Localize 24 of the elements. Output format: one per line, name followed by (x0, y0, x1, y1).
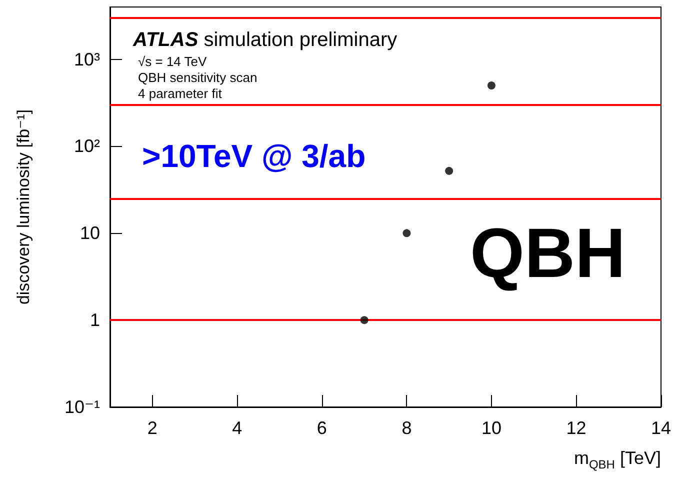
annotation: 4 parameter fit (138, 86, 222, 101)
y-tick-label: 10⁻¹ (64, 397, 100, 417)
y-tick-label: 1 (90, 310, 100, 330)
x-tick-label: 6 (316, 418, 327, 438)
annotation: ATLAS simulation preliminary (132, 29, 398, 51)
point (445, 166, 454, 175)
x-axis-title: m$_{QBH}$ [TeV] (574, 448, 661, 472)
y-axis-title: discovery luminosity [fb⁻¹] (14, 109, 33, 305)
y-tick-label: 10² (74, 136, 100, 156)
x-tick-label: 2 (147, 418, 158, 438)
annotation: QBH sensitivity scan (138, 70, 258, 85)
y-tick-label: 10³ (74, 49, 100, 70)
x-tick-label: 10 (481, 418, 502, 438)
x-tick-label: 12 (566, 418, 586, 438)
point (487, 81, 496, 90)
annotation: √s = 14 TeV (138, 54, 208, 69)
annotation: >10TeV @ 3/ab (142, 138, 366, 174)
point (360, 316, 368, 324)
x-tick-label: 14 (650, 418, 672, 438)
point (402, 229, 411, 238)
annotation: QBH (470, 214, 626, 292)
x-tick-label: 4 (232, 418, 242, 438)
y-tick-label: 10 (80, 223, 100, 244)
x-tick-label: 8 (402, 418, 412, 438)
